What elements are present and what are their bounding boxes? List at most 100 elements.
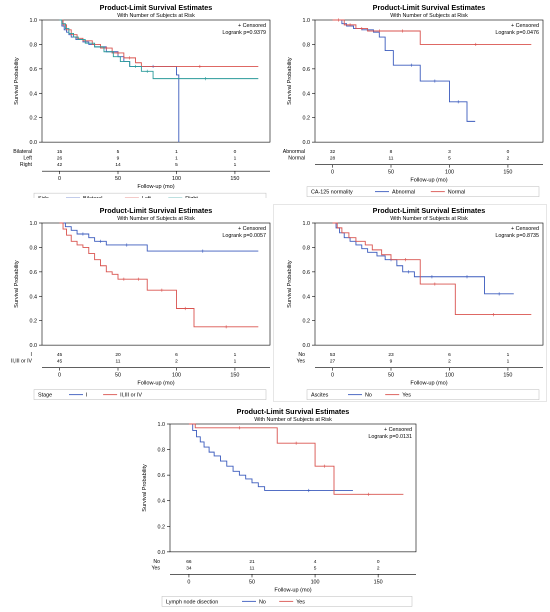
censor-mark: [430, 275, 434, 279]
risk-count: 5: [448, 156, 451, 162]
censor-mark: [201, 249, 205, 253]
risk-count: 6: [448, 352, 451, 358]
risk-row-label: Right: [20, 162, 33, 168]
risk-count: 45: [57, 352, 63, 358]
legend-title: Ascites: [311, 393, 329, 399]
censor-mark: [307, 488, 311, 493]
survival-curve-0: [332, 19, 476, 122]
legend-entry-0: No: [365, 393, 372, 399]
censor-mark: [409, 63, 414, 67]
risk-count: 53: [330, 352, 336, 358]
censored-legend: + Censored: [238, 23, 266, 29]
censor-mark: [348, 23, 352, 27]
y-tick-label: 0.8: [303, 245, 311, 251]
y-tick-label: 0.4: [158, 499, 166, 505]
legend-entry-0: Bilateral: [83, 196, 102, 198]
y-tick-label: 0.2: [30, 116, 38, 122]
x-tick-label: 0: [58, 373, 61, 379]
risk-count: 1: [507, 352, 510, 358]
x-tick-label: 100: [172, 373, 181, 379]
chart-subtitle: With Number of Subjects at Risk: [390, 13, 468, 19]
legend-title: Lymph node disection: [166, 599, 218, 605]
y-axis-label: Survival Probability: [14, 260, 20, 308]
risk-count: 2: [507, 156, 510, 162]
censor-mark: [145, 69, 149, 73]
risk-count: 20: [115, 352, 121, 358]
y-axis-label: Survival Probability: [14, 57, 20, 105]
censor-mark: [104, 46, 108, 50]
risk-count: 5: [314, 565, 317, 571]
y-tick-label: 0.2: [303, 116, 311, 122]
chart-subtitle: With Number of Subjects at Risk: [390, 216, 468, 222]
censor-mark: [183, 306, 187, 311]
logrank-pvalue: Logrank p=0.9379: [222, 30, 266, 36]
legend-entry-0: No: [259, 599, 266, 605]
y-axis-label: Survival Probability: [287, 260, 293, 308]
chart-title: Product-Limit Survival Estimates: [373, 3, 486, 12]
risk-count: 26: [57, 156, 63, 162]
y-tick-label: 0.0: [30, 140, 38, 146]
x-tick-label: 100: [311, 579, 320, 585]
legend-box: [33, 389, 267, 400]
censor-mark: [81, 232, 85, 236]
plot-area: [41, 222, 271, 346]
x-tick-label: 150: [503, 170, 512, 176]
risk-row-label: Left: [23, 156, 32, 162]
legend-box: [161, 596, 413, 607]
chart-subtitle: With Number of Subjects at Risk: [254, 417, 332, 423]
chart-title: Product-Limit Survival Estimates: [100, 3, 213, 12]
risk-count: 8: [390, 149, 393, 155]
risk-count: 9: [390, 359, 393, 365]
survival-curve-1: [332, 222, 532, 316]
survival-curve-1: [188, 423, 404, 495]
chart-subtitle: With Number of Subjects at Risk: [117, 13, 195, 19]
censor-mark: [237, 426, 241, 430]
y-tick-label: 0.6: [158, 473, 166, 479]
risk-count: 11: [250, 565, 255, 571]
censor-mark: [406, 270, 411, 274]
legend-entry-1: Yes: [402, 393, 411, 399]
legend-entry-2: Right: [185, 196, 198, 198]
risk-count: 9: [117, 156, 120, 162]
survival-curve-2: [59, 19, 259, 80]
risk-count: 28: [330, 156, 336, 162]
x-tick-label: 100: [445, 170, 454, 176]
risk-count: 27: [330, 359, 336, 365]
censor-mark: [160, 288, 164, 292]
censor-mark: [433, 79, 437, 83]
risk-row-label: Abnormal: [283, 149, 305, 155]
risk-count: 1: [234, 352, 237, 358]
y-tick-label: 1.0: [303, 221, 311, 227]
risk-count: 32: [330, 149, 336, 155]
risk-count: 3: [448, 149, 451, 155]
risk-row-label: II,III or IV: [11, 359, 33, 365]
censor-mark: [360, 26, 364, 31]
y-tick-label: 1.0: [303, 18, 311, 24]
x-tick-label: 0: [331, 170, 334, 176]
censor-mark: [198, 64, 202, 69]
censored-legend: + Censored: [238, 226, 266, 232]
y-tick-label: 0.8: [158, 448, 166, 454]
risk-count: 23: [388, 352, 394, 358]
x-tick-label: 50: [249, 579, 255, 585]
risk-count: 6: [175, 352, 178, 358]
logrank-pvalue: Logrank p=0.8735: [495, 233, 539, 239]
legend-box: [306, 186, 540, 197]
risk-count: 2: [377, 565, 380, 571]
y-tick-label: 0.4: [303, 91, 311, 97]
x-tick-label: 150: [230, 176, 239, 182]
risk-count: 0: [234, 149, 237, 155]
legend-box: [306, 389, 540, 400]
chart-subtitle: With Number of Subjects at Risk: [117, 216, 195, 222]
logrank-pvalue: Logrank p=0.0057: [222, 233, 266, 239]
risk-row-label: Yes: [297, 359, 306, 365]
legend-entry-0: Abnormal: [392, 190, 415, 196]
y-tick-label: 1.0: [158, 422, 166, 428]
censor-mark: [433, 282, 437, 286]
x-axis-label: Follow-up (mo): [137, 184, 174, 190]
y-tick-label: 0.8: [30, 42, 38, 48]
x-tick-label: 150: [503, 373, 512, 379]
y-tick-label: 0.2: [30, 319, 38, 325]
